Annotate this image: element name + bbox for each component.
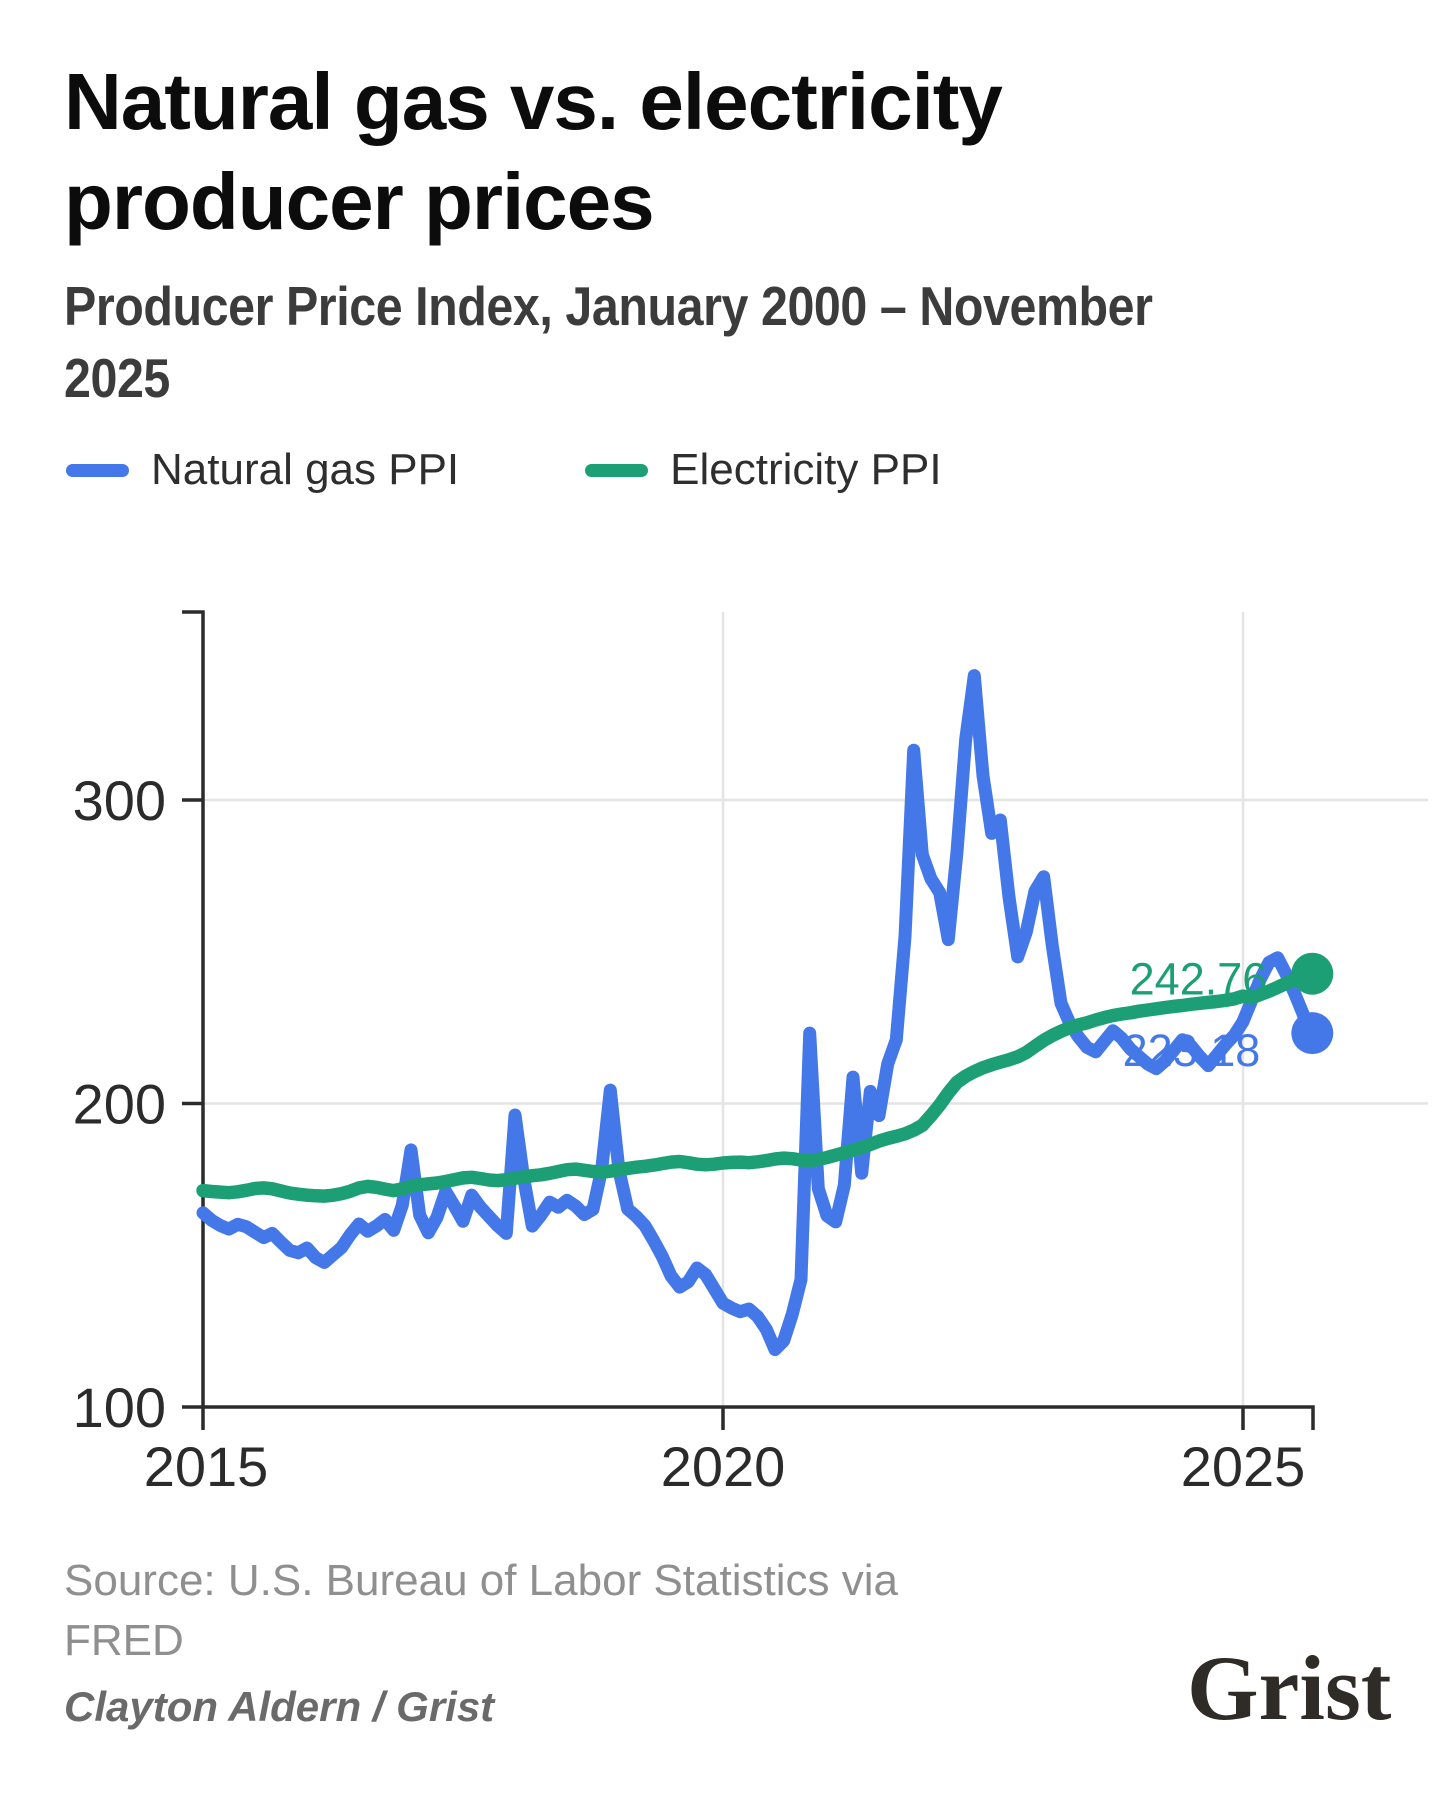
x-tick-label-2025: 2025: [1181, 1435, 1306, 1498]
electricity-ppi-end-dot: [1291, 952, 1334, 995]
chart-subtitle: Producer Price Index, January 2000 – Nov…: [64, 275, 1153, 409]
grist-logo: Grist: [1187, 1637, 1392, 1739]
legend-swatch-electricity-ppi: [585, 463, 649, 477]
natural-gas-ppi-end-dot: [1291, 1012, 1334, 1055]
legend-item-electricity-ppi: Electricity PPI: [585, 445, 942, 495]
axes: [182, 610, 1315, 1430]
source-note: Source: U.S. Bureau of Labor Statistics …: [64, 1556, 898, 1665]
natural-gas-ppi-end-label: 223.18: [1123, 1025, 1261, 1076]
electricity-ppi-line: [196, 966, 1320, 1203]
byline: Clayton Aldern / Grist: [64, 1683, 495, 1730]
page-title: Natural gas vs. electricity producer pri…: [64, 57, 1003, 246]
natural-gas-ppi-line: [196, 669, 1319, 1357]
legend: Natural gas PPI Electricity PPI: [66, 444, 942, 496]
legend-label-electricity-ppi: Electricity PPI: [670, 445, 942, 494]
y-tick-label-100: 100: [73, 1376, 166, 1439]
legend-swatch-natural-gas-ppi: [66, 463, 129, 477]
y-tick-label-200: 200: [73, 1073, 166, 1136]
x-tick-label-2020: 2020: [661, 1435, 786, 1498]
x-tick-label-2015: 2015: [144, 1435, 269, 1498]
legend-item-natural-gas-ppi: Natural gas PPI: [66, 445, 459, 495]
y-tick-label-300: 300: [73, 769, 166, 832]
legend-label-natural-gas-ppi: Natural gas PPI: [151, 445, 460, 494]
electricity-ppi-end-label: 242.76: [1130, 954, 1268, 1005]
